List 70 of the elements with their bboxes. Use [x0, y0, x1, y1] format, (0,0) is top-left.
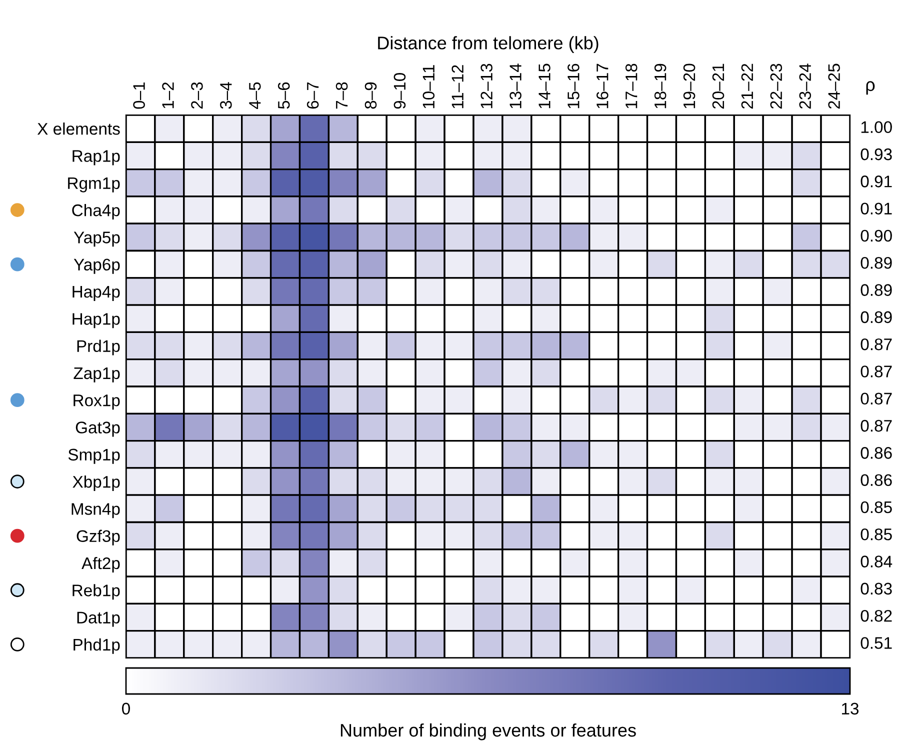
y-tick-label: Rgm1p [68, 177, 120, 192]
x-tick-label: 9–10 [394, 73, 406, 109]
x-tick-label: 0–1 [133, 82, 145, 109]
y2-tick-label: 0.87 [860, 366, 892, 378]
y2-tick-label: 0.89 [860, 311, 892, 324]
y-tick-label: X elements [37, 122, 120, 135]
y2-tick-label: 0.93 [860, 148, 892, 160]
x-tick-label: 10–11 [422, 65, 435, 108]
x-axis-title: Distance from telomere (kb) [378, 36, 598, 53]
x-tick-label: 15–16 [568, 64, 580, 108]
x-tick-label: 1–2 [162, 82, 174, 108]
y2-tick-label: 0.87 [860, 420, 892, 432]
color-bar-title: Number of binding events or features [340, 723, 636, 740]
y2-tick-label: 0.91 [860, 176, 892, 188]
y-tick-label: Gat3p [76, 422, 120, 437]
x-tick-label: 5–6 [278, 82, 290, 109]
x-tick-label: 8–9 [364, 82, 377, 109]
y2-tick-label: 1.00 [861, 121, 892, 134]
x-tick-label: 2–3 [191, 82, 203, 109]
x-tick-label: 20–21 [712, 64, 724, 109]
y2-tick-label: 0.84 [860, 556, 892, 568]
y2-tick-label: 0.91 [860, 202, 892, 214]
x-tick-label: 4–5 [249, 82, 261, 110]
color-bar-label: 0 [122, 702, 130, 715]
x-tick-label: 21–22 [741, 64, 753, 109]
y2-tick-label: 0.85 [860, 501, 892, 514]
y-tick-label: Phd1p [74, 638, 120, 654]
y-tick-label: Yap6p [74, 258, 120, 274]
x-tick-label: 3–4 [220, 82, 232, 109]
y2-tick-label: 0.90 [860, 230, 892, 242]
y2-tick-label: 0.89 [860, 256, 892, 269]
y-tick-label: Smp1p [68, 448, 120, 464]
y-tick-label: Hap4p [72, 286, 120, 301]
text: ρ [866, 81, 875, 95]
y-tick-label: Dat1p [77, 612, 120, 627]
x-tick-label: 22–23 [770, 64, 782, 109]
x-tick-label: 16–17 [596, 64, 608, 108]
y2-tick-label: 0.87 [860, 338, 892, 350]
y2-tick-label: 0.87 [860, 392, 892, 405]
y2-tick-label: 0.86 [860, 447, 892, 459]
y-tick-label: Yap5p [74, 232, 120, 247]
color-bar-label: 13 [842, 702, 859, 715]
y2-tick-label: 0.82 [860, 610, 892, 622]
x-tick-label: 23–24 [799, 64, 812, 109]
y-tick-label: Rap1p [72, 150, 120, 166]
y2-tick-label: 0.83 [860, 582, 892, 595]
x-tick-label: 13–14 [510, 64, 522, 108]
y-tick-label: Hap1p [72, 313, 120, 328]
y2-tick-label: 0.51 [860, 637, 892, 649]
x-tick-label: 19–20 [683, 64, 696, 108]
x-tick-label: 24–25 [828, 64, 840, 109]
x-tick-label: 12–13 [480, 64, 492, 108]
y-tick-label: Aft2p [82, 556, 120, 572]
x-tick-label: 6–7 [306, 82, 319, 109]
y-tick-label: Cha4p [72, 204, 120, 220]
y-tick-label: Prd1p [77, 340, 120, 356]
y2-tick-label: 0.86 [860, 474, 892, 486]
y2-tick-label: 0.89 [860, 284, 892, 296]
x-tick-label: 17–18 [625, 64, 638, 108]
y-tick-label: Msn4p [72, 503, 120, 518]
y-tick-label: Reb1p [72, 584, 120, 600]
y2-tick-label: 0.85 [860, 528, 892, 540]
y-tick-label: Xbp1p [72, 475, 120, 492]
x-tick-label: 18–19 [654, 64, 666, 108]
x-tick-label: 7–8 [336, 82, 348, 109]
y-tick-label: Rox1p [74, 394, 120, 410]
y-tick-label: Zap1p [74, 368, 120, 382]
y-tick-label: Gzf3p [76, 530, 120, 546]
x-tick-label: 11–12 [452, 65, 464, 108]
x-tick-label: 14–15 [538, 64, 550, 108]
